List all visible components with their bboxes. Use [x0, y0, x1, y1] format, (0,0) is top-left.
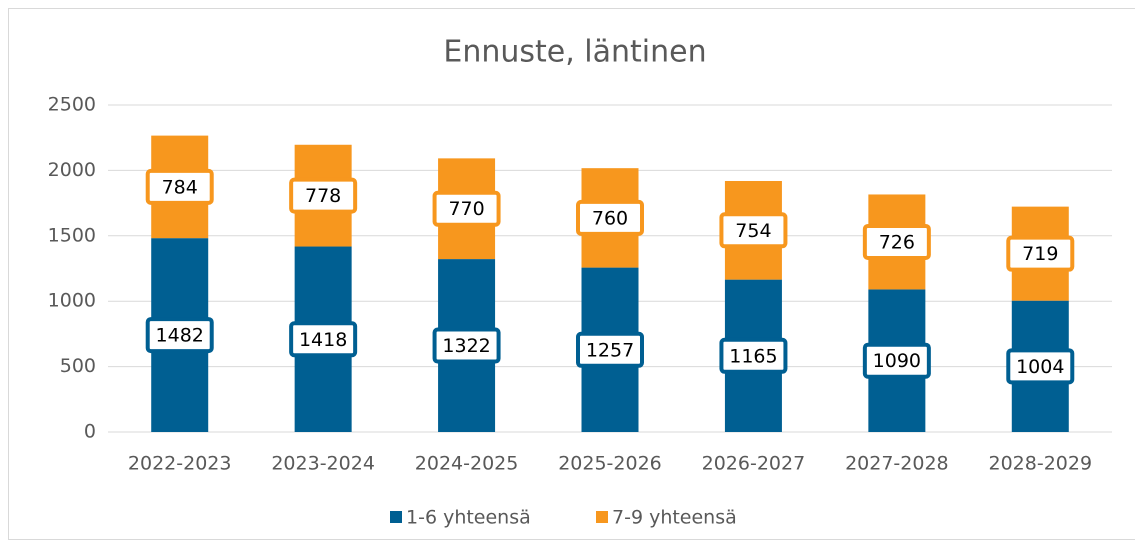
- data-label-box: [1006, 235, 1075, 272]
- x-tick-label: 2025-2026: [558, 453, 662, 475]
- legend-label: 1-6 yhteensä: [406, 507, 531, 529]
- y-tick-label: 2000: [48, 159, 96, 181]
- data-label: 1482: [156, 325, 204, 347]
- data-label-box: [432, 327, 501, 364]
- x-tick-label: 2027-2028: [845, 453, 949, 475]
- data-label-box: [862, 342, 931, 379]
- data-label: 1322: [442, 335, 490, 357]
- x-tick-label: 2022-2023: [128, 453, 232, 475]
- data-label-box: [576, 199, 644, 236]
- data-label-box: [719, 337, 788, 374]
- data-label: 754: [735, 220, 771, 242]
- data-label-box: [289, 177, 358, 214]
- data-label: 719: [1022, 243, 1058, 265]
- data-label-box: [1006, 348, 1075, 385]
- y-tick-label: 2500: [48, 94, 96, 116]
- data-label: 1090: [873, 350, 921, 372]
- data-label-box: [145, 168, 214, 205]
- y-tick-label: 1000: [48, 290, 96, 312]
- y-tick-label: 0: [84, 421, 96, 443]
- data-label: 1257: [586, 339, 634, 361]
- y-tick-label: 500: [60, 355, 96, 377]
- data-label-box: [576, 331, 644, 368]
- data-label: 1418: [299, 329, 347, 351]
- data-label-box: [719, 212, 788, 249]
- data-label-box: [145, 317, 214, 354]
- x-tick-label: 2026-2027: [702, 453, 806, 475]
- data-label: 726: [879, 231, 915, 253]
- data-label: 760: [592, 207, 628, 229]
- data-label: 770: [448, 198, 484, 220]
- x-tick-label: 2024-2025: [415, 453, 519, 475]
- chart-title: Ennuste, läntinen: [443, 35, 706, 70]
- data-label-box: [432, 190, 501, 227]
- data-label: 778: [305, 185, 341, 207]
- legend-swatch: [390, 511, 402, 523]
- x-tick-label: 2023-2024: [271, 453, 375, 475]
- y-tick-label: 1500: [48, 224, 96, 246]
- data-label: 784: [162, 176, 198, 198]
- x-tick-label: 2028-2029: [988, 453, 1092, 475]
- data-label: 1165: [729, 345, 777, 367]
- legend-swatch: [596, 511, 608, 523]
- data-label: 1004: [1016, 356, 1064, 378]
- data-label-box: [289, 321, 358, 358]
- legend-label: 7-9 yhteensä: [612, 507, 737, 529]
- data-label-box: [862, 223, 931, 260]
